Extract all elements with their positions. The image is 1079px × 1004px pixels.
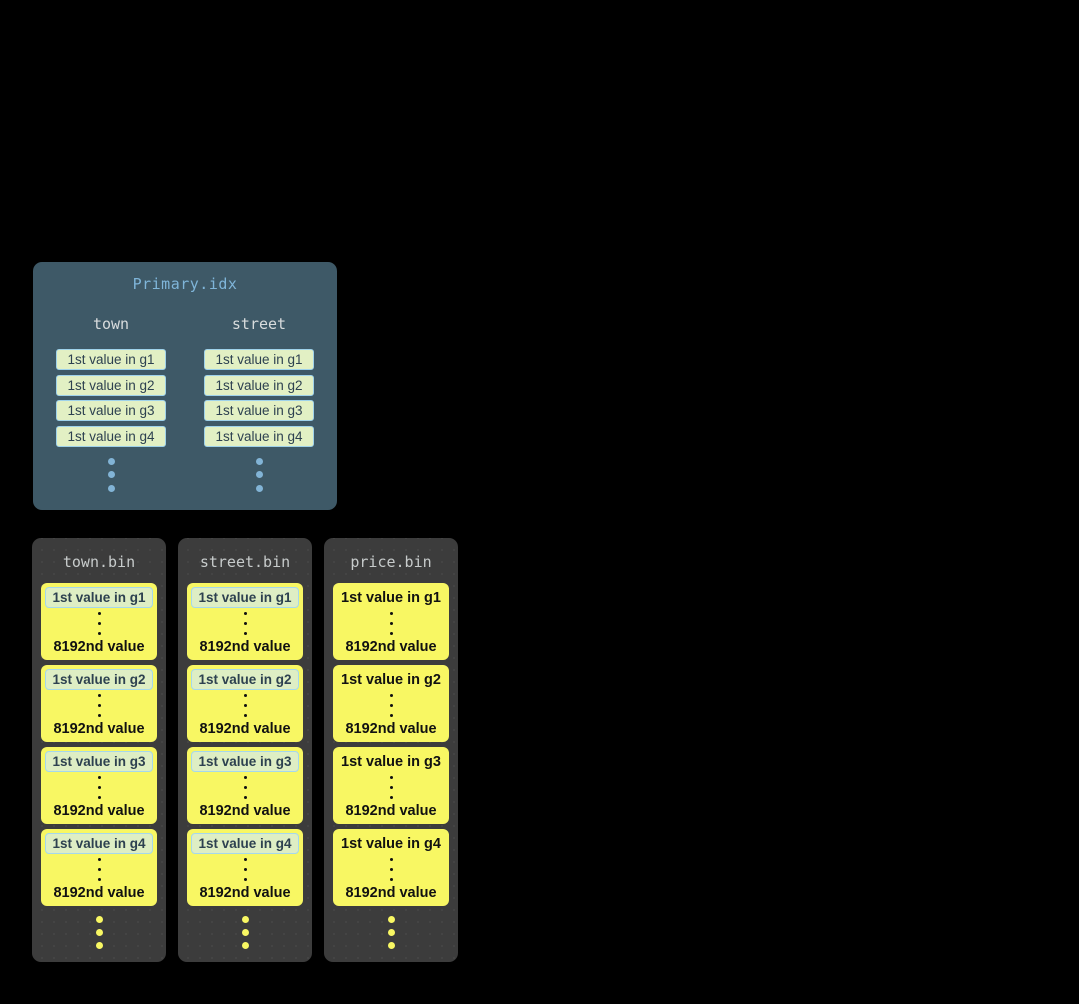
granule-block: 1st value in g1 8192nd value xyxy=(187,583,303,660)
vertical-ellipsis-icon xyxy=(389,612,393,635)
vertical-ellipsis-icon xyxy=(255,457,263,492)
last-value-label: 8192nd value xyxy=(345,803,437,819)
first-value-cell: 1st value in g4 xyxy=(191,833,299,854)
vertical-ellipsis-icon xyxy=(97,858,101,881)
granule-block: 1st value in g2 8192nd value xyxy=(41,665,157,742)
vertical-ellipsis-icon xyxy=(243,694,247,717)
index-cell: 1st value in g2 xyxy=(204,374,314,396)
vertical-ellipsis-icon xyxy=(387,916,395,949)
first-value-label: 1st value in g4 xyxy=(341,835,441,852)
last-value-label: 8192nd value xyxy=(199,721,291,737)
price-bin-box: price.bin 1st value in g1 8192nd value 1… xyxy=(324,538,458,962)
first-value-label: 1st value in g2 xyxy=(341,671,441,688)
index-cell: 1st value in g3 xyxy=(204,400,314,421)
last-value-label: 8192nd value xyxy=(53,803,145,819)
last-value-label: 8192nd value xyxy=(53,885,145,901)
index-cell: 1st value in g3 xyxy=(56,400,166,421)
last-value-label: 8192nd value xyxy=(345,639,437,655)
bin-files-row: town.bin 1st value in g1 8192nd value 1s… xyxy=(32,538,458,962)
vertical-ellipsis-icon xyxy=(243,776,247,799)
vertical-ellipsis-icon xyxy=(97,776,101,799)
price-bin-title: price.bin xyxy=(350,553,432,571)
last-value-label: 8192nd value xyxy=(345,721,437,737)
first-value-cell: 1st value in g2 xyxy=(191,669,299,690)
index-cell: 1st value in g4 xyxy=(204,425,314,447)
vertical-ellipsis-icon xyxy=(97,612,101,635)
vertical-ellipsis-icon xyxy=(243,858,247,881)
first-value-cell: 1st value in g1 xyxy=(45,587,153,608)
granule-block: 1st value in g2 8192nd value xyxy=(333,665,449,742)
column-town: town 1st value in g1 1st value in g2 1st… xyxy=(56,315,166,492)
first-value-label: 1st value in g1 xyxy=(341,589,441,606)
granule-block: 1st value in g4 8192nd value xyxy=(187,829,303,906)
vertical-ellipsis-icon xyxy=(389,776,393,799)
granule-block: 1st value in g1 8192nd value xyxy=(333,583,449,660)
granule-block: 1st value in g1 8192nd value xyxy=(41,583,157,660)
street-bin-title: street.bin xyxy=(199,553,291,571)
granule-block: 1st value in g3 8192nd value xyxy=(41,747,157,824)
vertical-ellipsis-icon xyxy=(107,457,115,492)
granule-block: 1st value in g3 8192nd value xyxy=(333,747,449,824)
price-bin-granules: 1st value in g1 8192nd value 1st value i… xyxy=(333,583,449,906)
vertical-ellipsis-icon xyxy=(241,916,249,949)
index-cell: 1st value in g1 xyxy=(204,349,314,370)
last-value-label: 8192nd value xyxy=(199,639,291,655)
first-value-cell: 1st value in g4 xyxy=(45,833,153,854)
first-value-cell: 1st value in g3 xyxy=(191,751,299,772)
column-header-street: street xyxy=(231,315,287,333)
town-index-cells: 1st value in g1 1st value in g2 1st valu… xyxy=(56,349,166,447)
vertical-ellipsis-icon xyxy=(243,612,247,635)
last-value-label: 8192nd value xyxy=(199,885,291,901)
index-cell: 1st value in g2 xyxy=(56,374,166,396)
town-bin-title: town.bin xyxy=(62,553,136,571)
last-value-label: 8192nd value xyxy=(345,885,437,901)
last-value-label: 8192nd value xyxy=(53,721,145,737)
index-cell: 1st value in g1 xyxy=(56,349,166,370)
granule-block: 1st value in g3 8192nd value xyxy=(187,747,303,824)
street-bin-box: street.bin 1st value in g1 8192nd value … xyxy=(178,538,312,962)
town-bin-box: town.bin 1st value in g1 8192nd value 1s… xyxy=(32,538,166,962)
street-bin-granules: 1st value in g1 8192nd value 1st value i… xyxy=(187,583,303,906)
primary-idx-box: Primary.idx town 1st value in g1 1st val… xyxy=(33,262,337,510)
first-value-cell: 1st value in g1 xyxy=(191,587,299,608)
first-value-cell: 1st value in g2 xyxy=(45,669,153,690)
index-cell: 1st value in g4 xyxy=(56,425,166,447)
vertical-ellipsis-icon xyxy=(97,694,101,717)
first-value-cell: 1st value in g3 xyxy=(45,751,153,772)
vertical-ellipsis-icon xyxy=(95,916,103,949)
last-value-label: 8192nd value xyxy=(199,803,291,819)
column-header-town: town xyxy=(92,315,130,333)
vertical-ellipsis-icon xyxy=(389,694,393,717)
last-value-label: 8192nd value xyxy=(53,639,145,655)
first-value-label: 1st value in g3 xyxy=(341,753,441,770)
primary-idx-title: Primary.idx xyxy=(132,275,238,293)
granule-block: 1st value in g4 8192nd value xyxy=(333,829,449,906)
granule-block: 1st value in g4 8192nd value xyxy=(41,829,157,906)
town-bin-granules: 1st value in g1 8192nd value 1st value i… xyxy=(41,583,157,906)
street-index-cells: 1st value in g1 1st value in g2 1st valu… xyxy=(204,349,314,447)
primary-idx-columns: town 1st value in g1 1st value in g2 1st… xyxy=(33,315,337,492)
granule-block: 1st value in g2 8192nd value xyxy=(187,665,303,742)
column-street: street 1st value in g1 1st value in g2 1… xyxy=(204,315,314,492)
vertical-ellipsis-icon xyxy=(389,858,393,881)
